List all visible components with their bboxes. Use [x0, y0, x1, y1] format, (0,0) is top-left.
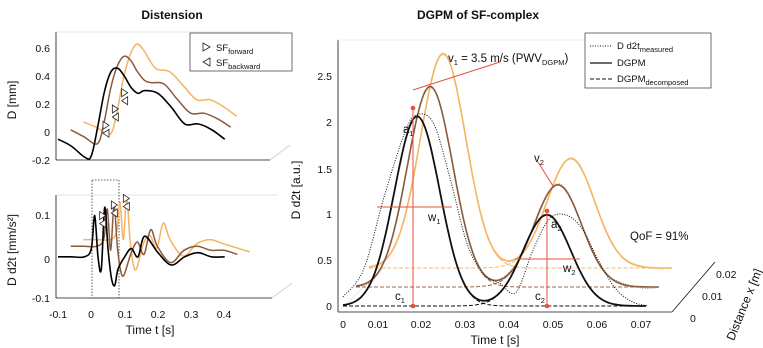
left-top-sf-backward-marker-2	[120, 95, 129, 106]
left-top-plot: 0.6 0.4 0.2 0 -0.2 D [mm]	[5, 31, 291, 167]
ry-tick-5: 2.5	[317, 71, 332, 83]
c1-label: c1	[395, 291, 405, 305]
lt-ytick-2: 0.2	[35, 99, 50, 111]
right-legend-box	[584, 32, 712, 89]
right-z-axis	[671, 261, 716, 313]
legend-sf-backward: SFbackward	[216, 58, 260, 71]
right-mid-decomposed-1	[355, 85, 659, 288]
lt-ylabel: D [mm]	[5, 81, 19, 120]
left-bottom-series-2	[83, 197, 251, 271]
lb-ytick-2: -0.1	[32, 293, 50, 305]
rx-tick-1: 0.01	[368, 319, 389, 331]
right-curves	[342, 52, 672, 307]
rx-tick-2: 0.02	[411, 319, 432, 331]
left-legend: SFforward SFbackward	[189, 32, 293, 72]
right-annotations: v1 = 3.5 m/s (PWVDGPM) v2 a1 a2 w1 w2 c1…	[377, 53, 689, 309]
qof-label: QoF = 91%	[630, 231, 689, 243]
left-bottom-sf-forward-marker-0	[99, 210, 107, 221]
left-xlabel: Time t [s]	[126, 323, 175, 337]
legend-sf-forward: SFforward	[216, 43, 253, 56]
lx-tick-4: 0.3	[184, 309, 199, 321]
rx-tick-5: 0.05	[543, 319, 564, 331]
rz-tick-1: 0.01	[702, 291, 723, 303]
right-front-decomposed-1	[342, 115, 646, 307]
left-top-sf-backward-marker-0	[102, 128, 110, 139]
ry-tick-0: 0	[326, 301, 332, 313]
right-ylabel: D d2t [a.u.]	[289, 161, 303, 220]
lb-ytick-1: 0	[44, 254, 50, 266]
left-top-series-0	[57, 67, 226, 160]
right-front-measured	[342, 113, 649, 307]
left-title: Distension	[141, 8, 202, 22]
c2-label: c2	[535, 291, 545, 305]
v2-arrow	[537, 161, 554, 187]
lx-tick-2: 0.1	[118, 309, 133, 321]
lx-tick-5: 0.4	[217, 309, 232, 321]
lt-ytick-0: 0.6	[35, 43, 50, 55]
ry-tick-4: 2	[326, 117, 332, 129]
lb-ylabel: D d2t [mm/s²]	[5, 214, 19, 286]
right-title: DGPM of SF-complex	[417, 8, 539, 22]
left-top-series-2	[83, 43, 238, 136]
ry-tick-2: 1	[326, 209, 332, 221]
right-front-dgpm	[342, 115, 646, 307]
lt-ytick-1: 0.4	[35, 71, 50, 83]
rx-tick-3: 0.03	[455, 319, 476, 331]
left-top-sf-forward-marker-1	[111, 104, 120, 114]
left-bottom-sf-forward-marker-2	[122, 193, 131, 204]
left-bottom-depth-line	[271, 282, 293, 299]
lx-tick-1: 0	[88, 309, 94, 321]
c1-point	[410, 303, 416, 309]
left-bottom-sf-backward-marker-1	[110, 208, 118, 218]
left-bottom-plot: 0.1 0 -0.1 D d2t [mm/s²] -0.1 0 0.1 0.2 …	[5, 179, 293, 337]
left-bottom-series-1	[70, 204, 238, 277]
lx-tick-3: 0.2	[151, 309, 166, 321]
rx-tick-0: 0	[340, 319, 346, 331]
ry-tick-3: 1.5	[317, 164, 332, 176]
rx-tick-6: 0.06	[587, 319, 608, 331]
left-bottom-sf-forward-marker-1	[110, 200, 119, 210]
a2-point	[544, 208, 550, 214]
left-top-depth-line	[269, 144, 291, 161]
sf-forward-marker-icon	[202, 42, 211, 52]
lx-tick-0: -0.1	[49, 309, 67, 321]
rz-tick-2: 0.02	[716, 269, 737, 281]
rx-tick-4: 0.04	[499, 319, 520, 331]
v2-label: v2	[534, 153, 544, 167]
legend-decomposed: DGPMdecomposed	[617, 74, 688, 87]
legend-dgpm: DGPM	[617, 58, 646, 69]
right-legend: D d2tmeasured DGPM DGPMdecomposed	[584, 32, 712, 89]
legend-measured: D d2tmeasured	[617, 41, 673, 54]
lb-ytick-0: 0.1	[35, 210, 50, 222]
lt-ytick-3: 0	[44, 127, 50, 139]
left-top-sf-forward-marker-2	[121, 87, 129, 98]
right-xlabel: Time t [s]	[471, 333, 520, 347]
ry-tick-1: 0.5	[317, 255, 332, 267]
right-axes: 2.5 2 1.5 1 0.5 0 D d2t [a.u.] 0 0.01 0.…	[289, 39, 763, 347]
v1-arrow	[412, 61, 501, 91]
left-bottom-sf-backward-marker-0	[98, 218, 107, 229]
rx-tick-7: 0.07	[631, 319, 652, 331]
left-bottom-sf-backward-marker-2	[122, 201, 130, 212]
lt-ytick-4: -0.2	[32, 155, 50, 167]
a2-label: a2	[551, 219, 562, 233]
right-mid-measured	[355, 87, 659, 289]
left-top-sf-backward-marker-1	[111, 112, 119, 122]
right-mid-dgpm	[355, 85, 659, 288]
left-bottom-series-0	[57, 206, 225, 287]
w1-label: w1	[427, 212, 440, 226]
c2-point	[544, 303, 550, 309]
a1-point	[410, 105, 416, 111]
right-front-decomposed-2	[343, 214, 646, 307]
left-curves	[57, 43, 251, 287]
velocity-annotation: v1 = 3.5 m/s (PWVDGPM)	[448, 53, 568, 67]
sf-backward-marker-icon	[202, 57, 211, 67]
a1-label: a1	[403, 124, 414, 138]
w2-label: w2	[562, 263, 575, 277]
rz-tick-0: 0	[690, 313, 696, 325]
left-top-sf-forward-marker-0	[102, 120, 110, 131]
left-top-series-1	[70, 55, 232, 145]
